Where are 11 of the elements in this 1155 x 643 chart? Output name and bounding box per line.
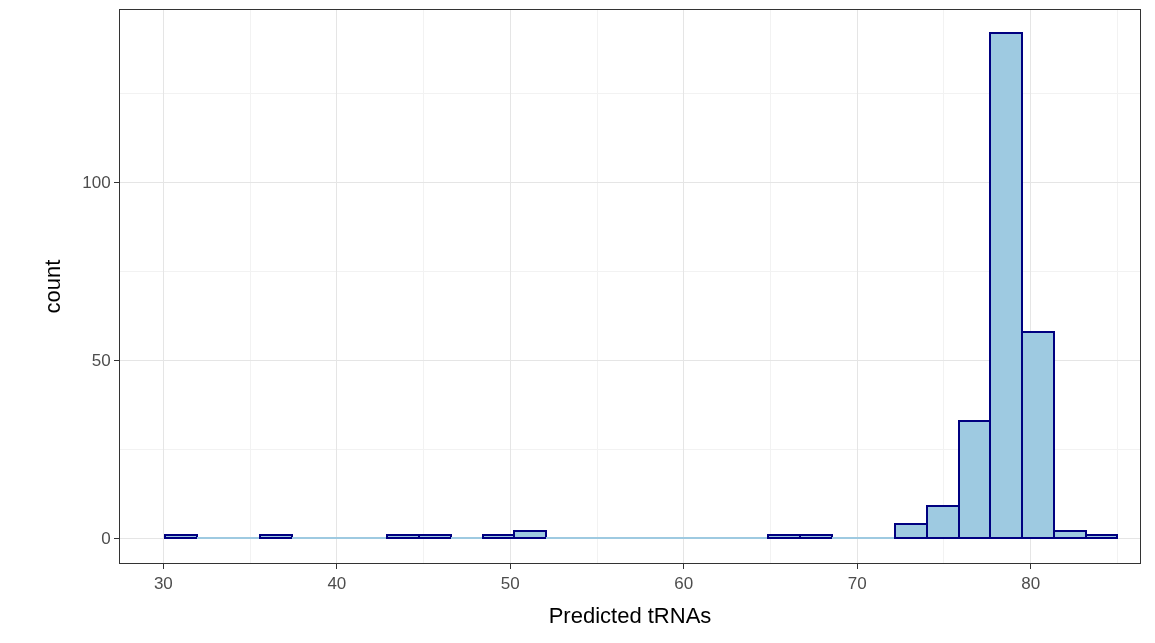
- x-tick-label: 70: [847, 574, 867, 594]
- y-tick-label: 50: [91, 351, 111, 371]
- y-tick-label: 0: [101, 529, 111, 549]
- y-tick-label: 100: [82, 173, 111, 193]
- x-tick-label: 40: [327, 574, 347, 594]
- x-tick-label: 50: [500, 574, 520, 594]
- x-tick-label: 80: [1021, 574, 1041, 594]
- x-axis-title: Predicted tRNAs: [548, 603, 712, 629]
- x-tick-label: 30: [153, 574, 173, 594]
- y-axis-title: count: [40, 259, 66, 314]
- x-tick-label: 60: [674, 574, 694, 594]
